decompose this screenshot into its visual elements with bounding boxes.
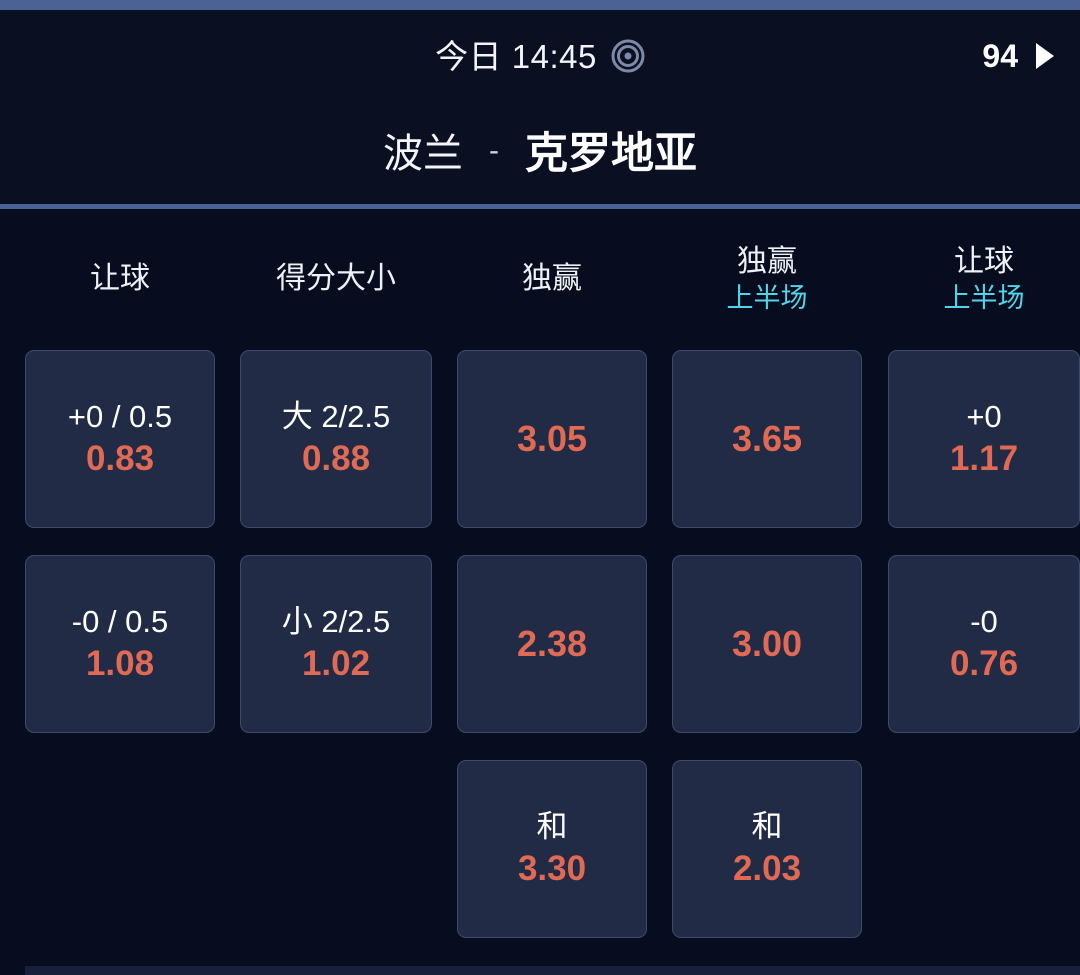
column-header-handicap-1h: 让球 上半场 (888, 209, 1080, 350)
bottom-strip (25, 966, 1080, 975)
odds-cell-handicap-2[interactable]: -0 / 0.5 1.08 (25, 555, 215, 733)
odds-cell-moneyline-2[interactable]: 2.38 (457, 555, 647, 733)
odds-cell-label: 和 (751, 809, 783, 845)
odds-cell-label: -0 / 0.5 (71, 604, 169, 640)
team-away-name: 克罗地亚 (525, 129, 697, 178)
market-column-headers: 让球 得分大小 独赢 独赢 上半场 让球 上半场 (0, 209, 1080, 350)
odds-cell-value: 3.65 (731, 418, 803, 460)
column-header-title: 独赢 (522, 262, 582, 296)
column-header-subtitle: 上半场 (726, 283, 808, 314)
odds-cell-moneyline-1h-1[interactable]: 3.65 (672, 350, 862, 528)
column-header-handicap: 让球 (25, 209, 215, 350)
odds-cell-moneyline-1h-3[interactable]: 和 2.03 (672, 760, 862, 938)
match-meta-row: 今日 14:45 94 (0, 10, 1080, 102)
odds-cell-handicap-1h-1[interactable]: +0 1.17 (888, 350, 1080, 528)
odds-cell-value: 1.02 (301, 643, 371, 683)
column-header-title: 让球 (954, 244, 1014, 278)
kickoff-time-group: 今日 14:45 (0, 10, 1080, 102)
match-title: 波兰 - 克罗地亚 (0, 102, 1080, 206)
odds-cell-handicap-1[interactable]: +0 / 0.5 0.83 (25, 350, 215, 528)
odds-cell-value: 3.05 (516, 418, 588, 460)
odds-cell-value: 0.76 (949, 643, 1019, 683)
odds-cell-value: 1.08 (85, 643, 155, 683)
odds-cell-handicap-1h-2[interactable]: -0 0.76 (888, 555, 1080, 733)
odds-cell-value: 0.88 (301, 438, 371, 478)
top-accent-bar[interactable] (0, 0, 1080, 10)
odds-cell-value: 0.83 (85, 438, 155, 478)
match-header: 今日 14:45 94 波兰 - 克罗地亚 (0, 10, 1080, 206)
column-header-title: 得分大小 (276, 262, 396, 296)
live-counter-value: 94 (982, 38, 1018, 74)
odds-cell-value: 2.38 (516, 623, 588, 665)
odds-cell-value: 1.17 (949, 438, 1019, 478)
column-header-moneyline-1h: 独赢 上半场 (672, 209, 862, 350)
bullseye-icon (611, 39, 645, 73)
column-header-title: 独赢 (737, 244, 797, 278)
odds-cell-value: 3.30 (517, 848, 587, 888)
odds-cell-label: 大 2/2.5 (281, 399, 391, 435)
team-home-name: 波兰 (383, 132, 463, 176)
odds-cell-label: 小 2/2.5 (281, 604, 391, 640)
column-header-moneyline: 独赢 (457, 209, 647, 350)
odds-cell-moneyline-1h-2[interactable]: 3.00 (672, 555, 862, 733)
column-header-subtitle: 上半场 (943, 283, 1025, 314)
odds-grid: +0 / 0.5 0.83 大 2/2.5 0.88 3.05 3.65 +0 1.17 -0 … (0, 350, 1080, 975)
odds-cell-moneyline-1[interactable]: 3.05 (457, 350, 647, 528)
odds-cell-label: +0 (966, 399, 1002, 435)
odds-cell-value: 2.03 (732, 848, 802, 888)
odds-cell-label: +0 / 0.5 (67, 399, 173, 435)
odds-cell-label: -0 (970, 604, 998, 640)
column-header-title: 让球 (90, 262, 150, 296)
play-arrow-icon[interactable] (1036, 43, 1054, 69)
odds-cell-value: 3.00 (731, 623, 803, 665)
kickoff-time-label: 今日 14:45 (435, 37, 597, 75)
odds-cell-total-goals-1[interactable]: 大 2/2.5 0.88 (240, 350, 432, 528)
odds-cell-moneyline-3[interactable]: 和 3.30 (457, 760, 647, 938)
header-divider (0, 204, 1080, 209)
odds-board: 让球 得分大小 独赢 独赢 上半场 让球 上半场 +0 / 0.5 0.83 大 2/2.5 0.… (0, 209, 1080, 975)
odds-cell-total-goals-2[interactable]: 小 2/2.5 1.02 (240, 555, 432, 733)
live-counter-group[interactable]: 94 (982, 10, 1054, 102)
team-separator: - (489, 134, 499, 167)
odds-cell-label: 和 (536, 809, 568, 845)
column-header-total-goals: 得分大小 (240, 209, 432, 350)
